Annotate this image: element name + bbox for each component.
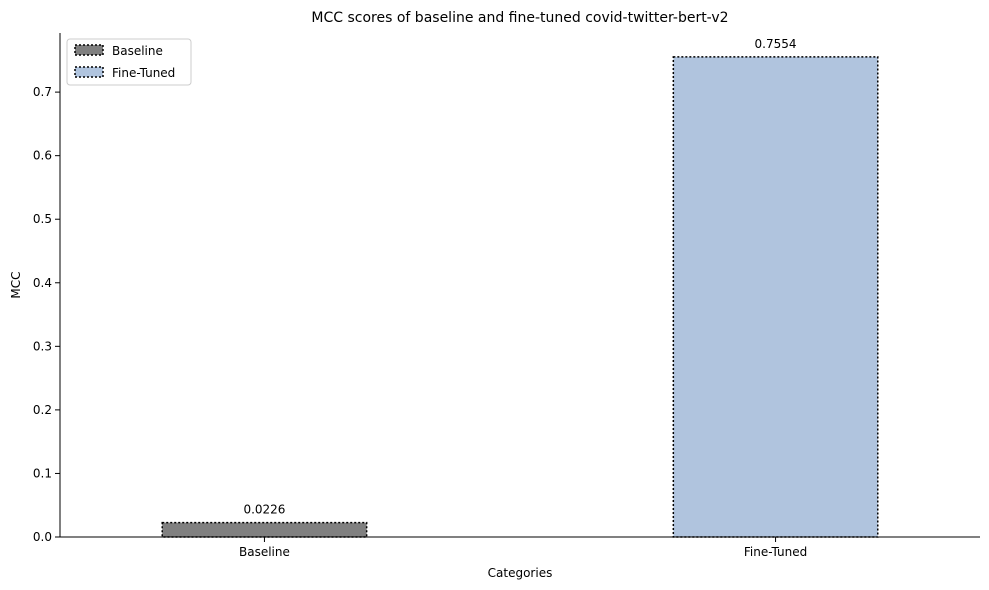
legend-label-fine-tuned: Fine-Tuned <box>112 66 175 80</box>
bar-fine-tuned <box>672 56 879 538</box>
y-tick-label: 0.1 <box>33 466 52 480</box>
legend-swatch-baseline <box>74 44 104 56</box>
legend-label-baseline: Baseline <box>112 44 163 58</box>
y-tick-label: 0.3 <box>33 339 52 353</box>
legend-swatch-fine-tuned <box>74 66 104 78</box>
bars-group <box>161 56 879 538</box>
y-tick-label: 0.2 <box>33 403 52 417</box>
x-axis-label: Categories <box>488 566 553 580</box>
data-label-baseline: 0.0226 <box>243 503 285 517</box>
data-labels-group: 0.0226 0.7554 <box>243 37 796 517</box>
legend: Baseline Fine-Tuned <box>66 38 192 86</box>
y-axis-label: MCC <box>9 271 23 298</box>
y-tick-label: 0.7 <box>33 85 52 99</box>
x-axis: Baseline Fine-Tuned <box>239 537 807 559</box>
x-tick-label-fine-tuned: Fine-Tuned <box>744 545 807 559</box>
y-tick-label: 0.0 <box>33 530 52 544</box>
bar-baseline <box>161 521 368 538</box>
y-tick-label: 0.4 <box>33 276 52 290</box>
y-axis: 0.0 0.1 0.2 0.3 0.4 0.5 0.6 0.7 <box>33 85 60 544</box>
y-tick-label: 0.6 <box>33 149 52 163</box>
data-label-fine-tuned: 0.7554 <box>755 37 797 51</box>
chart-title: MCC scores of baseline and fine-tuned co… <box>311 10 728 26</box>
x-tick-label-baseline: Baseline <box>239 545 290 559</box>
y-tick-label: 0.5 <box>33 212 52 226</box>
